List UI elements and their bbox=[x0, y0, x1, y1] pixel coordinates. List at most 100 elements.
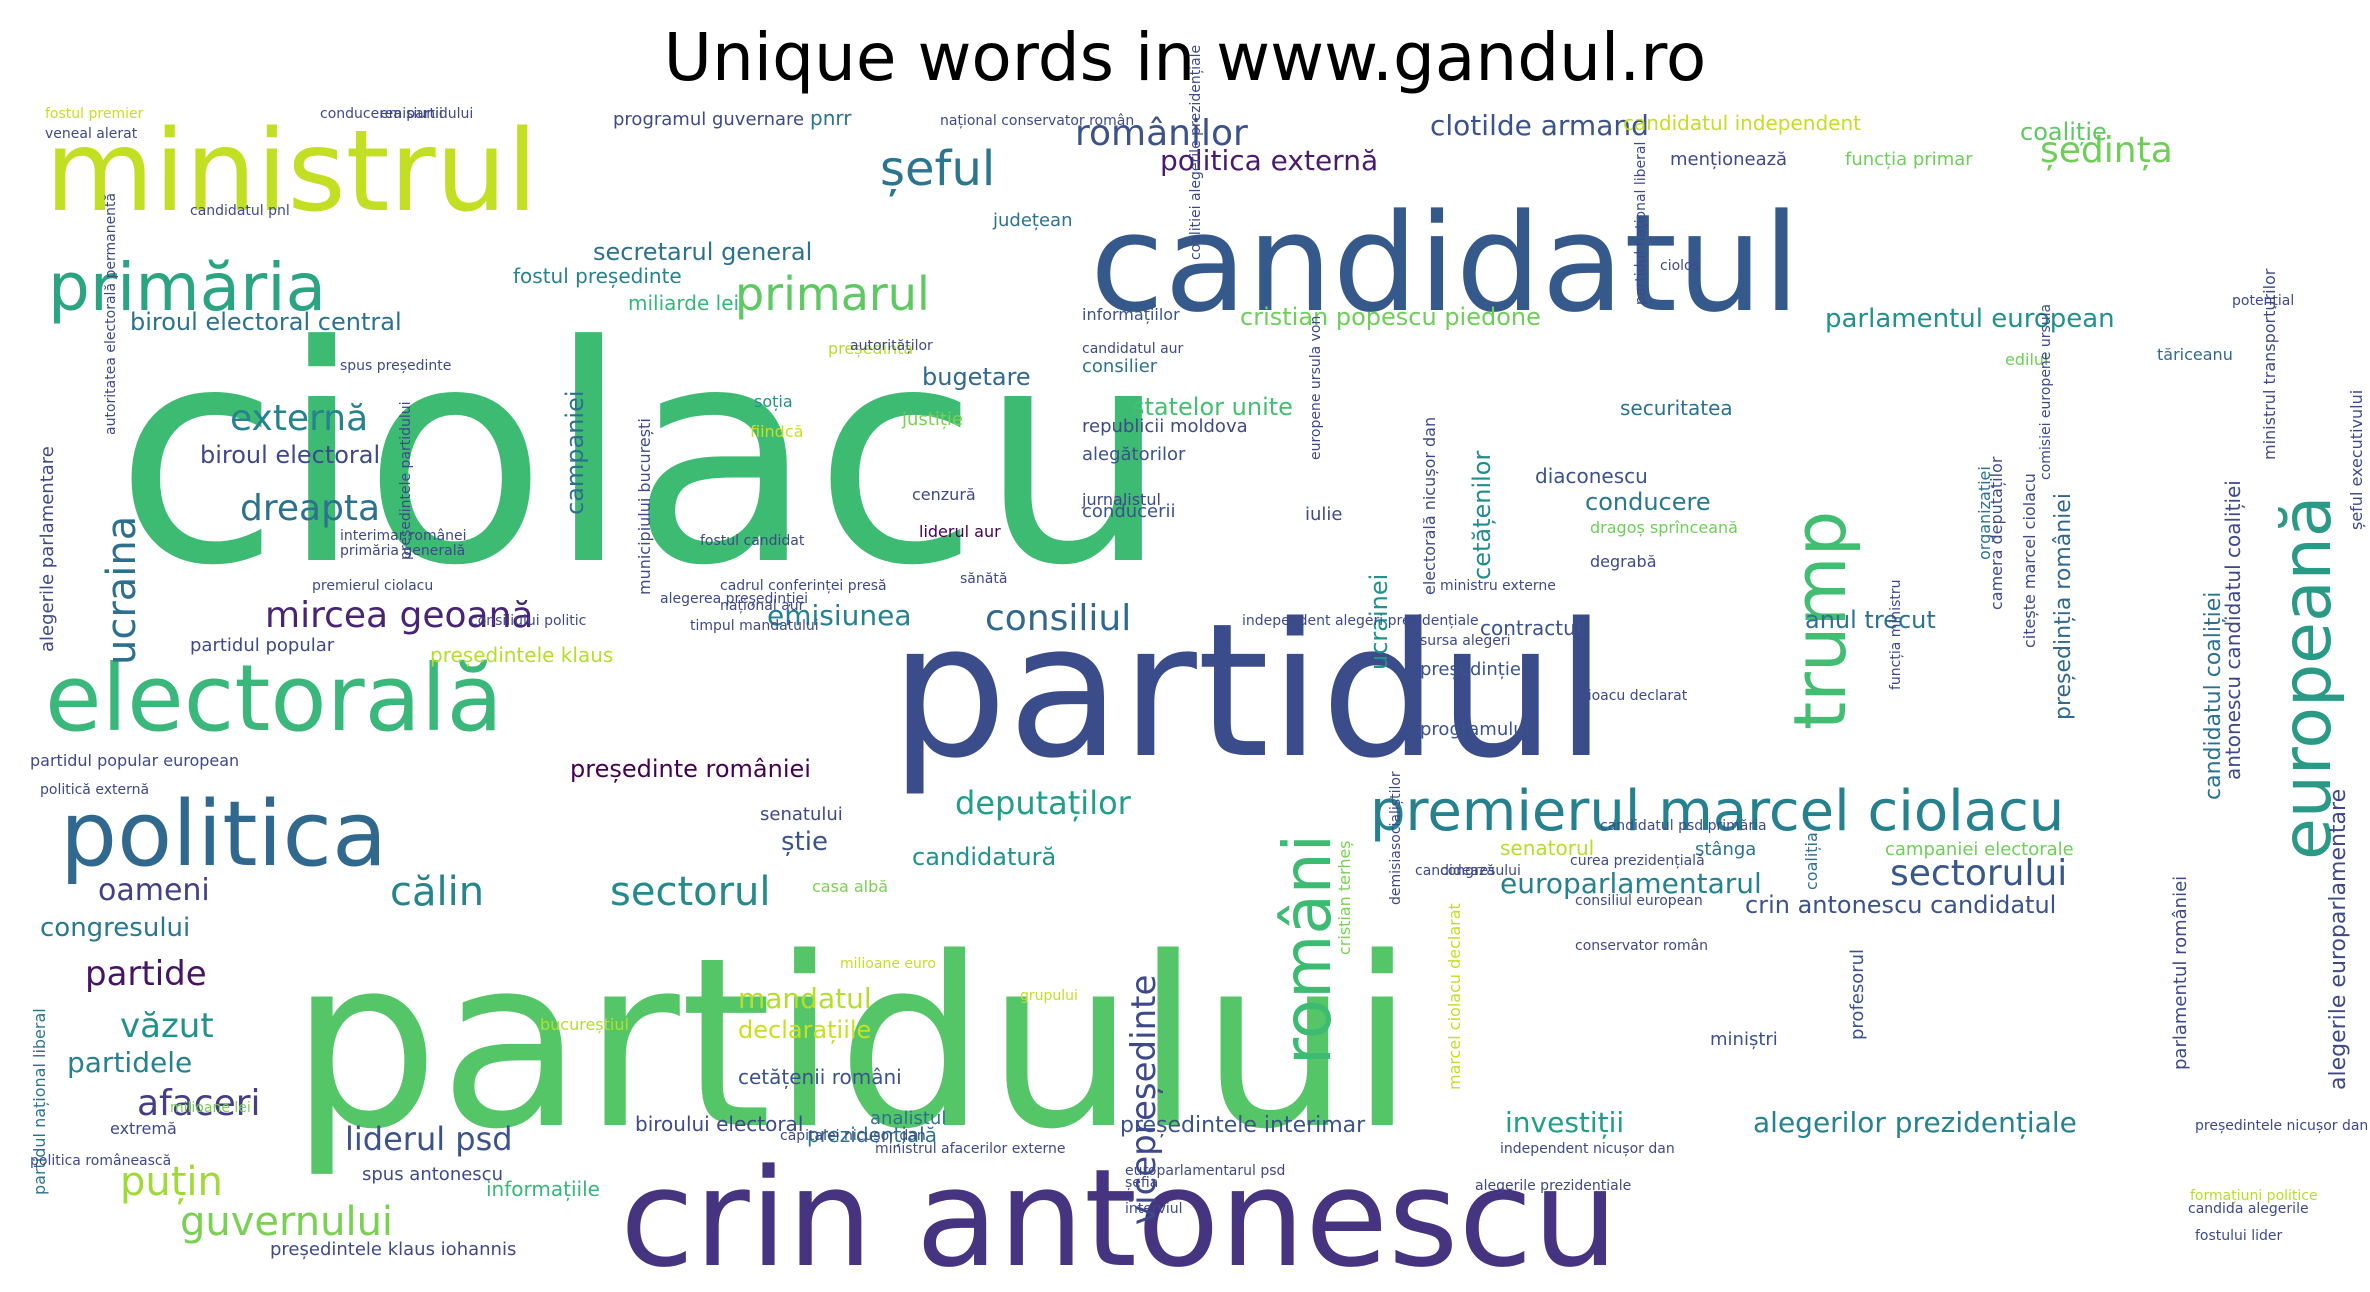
word-cloud-word: menționează bbox=[1670, 149, 1787, 170]
word-cloud-word: primarul bbox=[735, 267, 930, 321]
word-cloud-word: campaniei bbox=[561, 390, 589, 515]
word-cloud-word: parlamentul româniei bbox=[2170, 876, 2191, 1070]
word-cloud-word: interviul bbox=[1125, 1201, 1183, 1217]
word-cloud-word: anul trecut bbox=[1805, 606, 1936, 634]
word-cloud-word: ministrul bbox=[45, 107, 538, 237]
word-cloud-word: conducerii bbox=[1082, 501, 1176, 522]
word-cloud-word: programul guvernare bbox=[613, 109, 804, 130]
word-cloud-word: extremă bbox=[110, 1119, 177, 1138]
word-cloud-word: liderul aur bbox=[919, 522, 1001, 541]
word-cloud-word: conducere bbox=[1585, 488, 1711, 516]
word-cloud-word: europarlamentarul bbox=[1500, 867, 1762, 900]
word-cloud-word: fostului lider bbox=[2195, 1228, 2283, 1244]
word-cloud-word: autorităților bbox=[850, 338, 933, 354]
word-cloud-word: clotilde armand bbox=[1430, 109, 1649, 142]
word-cloud-word: biroul electoral bbox=[200, 441, 380, 469]
word-cloud-word: candidatul aur bbox=[1082, 341, 1184, 357]
word-cloud-word: securitatea bbox=[1620, 396, 1733, 420]
chart-title: Unique words in www.gandul.ro bbox=[663, 19, 1707, 96]
word-cloud-word: interimar românei bbox=[340, 528, 467, 544]
word-cloud-word: cioacu declarat bbox=[1580, 688, 1688, 704]
word-cloud-word: primăria bbox=[48, 249, 326, 326]
word-cloud-word: autoritatea electorală permanentă bbox=[103, 193, 119, 435]
word-cloud-word: candidatul independent bbox=[1623, 111, 1861, 135]
word-cloud-word: emisiunea bbox=[767, 599, 912, 632]
word-cloud-word: iulie bbox=[1305, 504, 1343, 525]
word-cloud-word: independent alegeri prezidențiale bbox=[1242, 613, 1479, 629]
word-cloud-word: alegerile parlamentare bbox=[37, 446, 58, 652]
word-cloud-word: stânga bbox=[1695, 839, 1756, 860]
word-cloud-word: casa albă bbox=[812, 877, 888, 896]
word-cloud-word: mandatul bbox=[738, 982, 872, 1015]
word-cloud-word: diaconescu bbox=[1535, 464, 1648, 488]
word-cloud-word: tăriceanu bbox=[2157, 345, 2233, 364]
word-cloud-word: justiție bbox=[901, 409, 963, 430]
word-cloud-word: ciolacu bbox=[115, 282, 1169, 631]
word-cloud-word: cetățenii români bbox=[738, 1065, 902, 1089]
word-cloud-word: afaceri bbox=[137, 1083, 261, 1124]
word-cloud-word: șeful bbox=[880, 141, 995, 197]
word-cloud-word: miliarde lei bbox=[628, 291, 739, 315]
word-cloud-word: independent nicușor dan bbox=[1500, 1141, 1675, 1157]
word-cloud-word: secretarul general bbox=[593, 238, 812, 266]
word-cloud-word: partidul popular bbox=[190, 635, 335, 656]
word-cloud-word: județean bbox=[992, 210, 1072, 231]
word-cloud-word: candidatul psd primăria bbox=[1600, 818, 1767, 834]
word-cloud-word: mircea geoană bbox=[265, 595, 534, 636]
word-cloud-word: parlamentul european bbox=[1825, 304, 2115, 334]
word-cloud-word: socialiștilor bbox=[1388, 771, 1404, 850]
word-cloud-word: conservator român bbox=[1575, 938, 1708, 954]
word-cloud-word: șeful executivului bbox=[2347, 390, 2366, 530]
word-cloud-word: funcția primar bbox=[1845, 149, 1973, 170]
word-cloud-word: fostul președinte bbox=[513, 264, 682, 288]
word-cloud-word: camera deputaților bbox=[1987, 456, 2006, 610]
word-cloud-word: partide bbox=[85, 954, 207, 994]
word-cloud-word: candida alegerile bbox=[2188, 1201, 2309, 1217]
word-cloud-word: partidului bbox=[290, 908, 1415, 1181]
word-cloud-word: electorală nicușor dan bbox=[1420, 417, 1439, 595]
word-cloud-word: senatorul bbox=[1500, 836, 1594, 860]
word-cloud-word: miniștri bbox=[1710, 1029, 1778, 1050]
word-cloud-word: profesorul bbox=[1847, 949, 1868, 1040]
word-cloud-word: alegătorilor bbox=[1082, 444, 1186, 465]
word-cloud-word: crin antonescu bbox=[620, 1140, 1618, 1292]
word-cloud-word: deputaților bbox=[955, 784, 1132, 822]
word-cloud-word: politica bbox=[60, 782, 387, 887]
word-cloud-word: guvernului bbox=[180, 1199, 393, 1245]
word-cloud-word: crin antonescu candidatul bbox=[1745, 891, 2056, 919]
word-cloud-word: funcția ministru bbox=[1888, 580, 1904, 690]
word-cloud-word: președintele klaus iohannis bbox=[270, 1239, 516, 1260]
word-cloud-word: emisiunii bbox=[380, 106, 443, 122]
word-cloud-word: fiindcă bbox=[750, 422, 803, 441]
word-cloud-word: români bbox=[1269, 834, 1346, 1065]
word-cloud-word: dreapta bbox=[240, 488, 380, 529]
word-cloud-word: antonescu candidatul coaliției bbox=[2221, 480, 2245, 780]
word-cloud-word: ucraina bbox=[99, 516, 145, 665]
word-cloud-word: candidatură bbox=[912, 843, 1056, 871]
word-cloud-word: statelor unite bbox=[1132, 393, 1293, 421]
word-cloud-word: demisia bbox=[1388, 850, 1404, 905]
word-cloud-word: programului bbox=[1420, 719, 1530, 740]
word-cloud-word: cristian popescu piedone bbox=[1240, 303, 1541, 331]
word-cloud-word: citește marcel ciolacu bbox=[2020, 473, 2039, 648]
word-cloud-word: timpul mandatului bbox=[690, 618, 819, 634]
word-cloud-word: dragoș sprînceană bbox=[1590, 518, 1738, 537]
word-cloud-word: prezidențială bbox=[807, 1123, 937, 1147]
word-cloud-word: puțin bbox=[120, 1159, 223, 1205]
word-cloud-word: ministru externe bbox=[1440, 578, 1556, 594]
word-cloud-word: președintele interimar bbox=[1120, 1113, 1366, 1138]
word-cloud-word: alegerile europarlamentare bbox=[2326, 789, 2351, 1090]
word-cloud-word: spus președinte bbox=[340, 358, 451, 374]
word-cloud-word: candidatul pnl bbox=[190, 203, 290, 219]
word-cloud-word: președinta bbox=[828, 339, 913, 358]
word-cloud-word: văzut bbox=[120, 1006, 214, 1046]
word-cloud-word: veneal alerat bbox=[45, 126, 138, 142]
word-cloud-word: premierul ciolacu bbox=[312, 578, 433, 594]
word-cloud-word: grupului bbox=[1020, 988, 1078, 1004]
word-cloud-word: partidul popular european bbox=[30, 751, 239, 770]
word-cloud-word: șefia bbox=[1125, 1175, 1158, 1191]
word-cloud-word: cetățenilor bbox=[1468, 451, 1496, 580]
word-cloud-word: sursa alegeri bbox=[1420, 633, 1510, 649]
word-cloud-word: sectorului bbox=[1890, 853, 2067, 894]
word-cloud-word: informațiile bbox=[486, 1177, 600, 1201]
